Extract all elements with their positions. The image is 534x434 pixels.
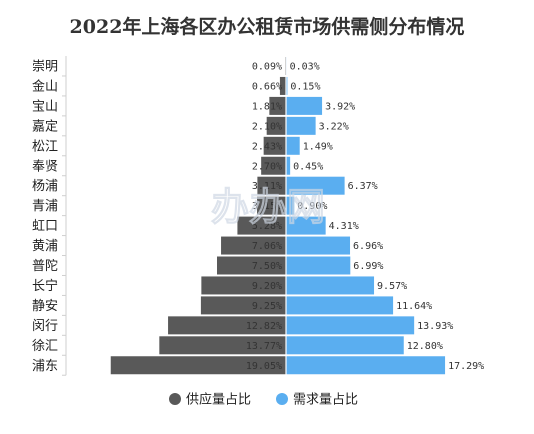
demand-bar <box>286 116 316 135</box>
supply-value-label: 9.20% <box>252 281 282 292</box>
supply-bar <box>263 136 286 155</box>
category-label: 松江 <box>32 139 58 154</box>
supply-bar <box>221 236 286 255</box>
demand-value-label: 0.03% <box>290 62 320 73</box>
category-label: 嘉定 <box>32 119 58 134</box>
demand-bar <box>286 276 375 295</box>
category-label: 静安 <box>32 299 58 314</box>
supply-bar <box>257 176 286 195</box>
supply-value-label: 2.43% <box>252 141 282 152</box>
supply-value-label: 5.28% <box>252 221 282 232</box>
demand-value-label: 0.90% <box>297 201 327 212</box>
demand-value-label: 3.92% <box>325 101 355 112</box>
demand-value-label: 6.96% <box>353 241 383 252</box>
legend: 供应量占比 需求量占比 <box>169 392 358 408</box>
demand-bar <box>286 216 326 235</box>
demand-value-label: 3.22% <box>319 121 349 132</box>
supply-bar <box>168 316 286 335</box>
demand-value-label: 11.64% <box>396 301 432 312</box>
demand-bar <box>286 136 300 155</box>
supply-bar <box>110 356 287 375</box>
demand-bar <box>286 96 323 115</box>
supply-value-label: 0.66% <box>252 81 282 92</box>
demand-bar <box>286 316 415 335</box>
supply-value-label: 12.82% <box>246 321 282 332</box>
supply-value-label: 1.81% <box>252 101 282 112</box>
supply-bar <box>269 96 286 115</box>
supply-value-label: 7.06% <box>252 241 282 252</box>
supply-value-label: 7.50% <box>252 261 282 272</box>
category-label: 普陀 <box>32 258 58 274</box>
demand-bar <box>286 156 291 175</box>
demand-value-label: 4.31% <box>329 221 359 232</box>
supply-value-label: 2.10% <box>252 121 282 132</box>
category-label: 虹口 <box>32 219 58 234</box>
supply-value-label: 3.11% <box>252 181 282 192</box>
chart-title: 2022年上海各区办公租赁市场供需侧分布情况 <box>70 15 465 38</box>
supply-bar <box>261 156 286 175</box>
demand-bar <box>286 256 351 275</box>
demand-value-label: 0.15% <box>290 81 320 92</box>
demand-value-label: 1.49% <box>303 141 333 152</box>
demand-value-label: 12.80% <box>407 341 443 352</box>
category-label: 浦东 <box>32 359 58 374</box>
category-label: 闵行 <box>32 319 58 334</box>
supply-bar <box>257 196 286 215</box>
demand-bar <box>286 176 345 195</box>
supply-value-label: 2.70% <box>252 161 282 172</box>
legend-demand-label: 需求量占比 <box>293 393 358 408</box>
legend-demand-marker <box>276 393 288 405</box>
supply-bar <box>200 296 286 315</box>
demand-value-label: 6.99% <box>353 261 383 272</box>
demand-bar <box>286 236 351 255</box>
demand-value-label: 0.45% <box>293 161 323 172</box>
demand-bar <box>286 196 295 215</box>
category-label: 青浦 <box>32 199 58 214</box>
supply-bar <box>266 116 286 135</box>
demand-value-label: 9.57% <box>377 281 407 292</box>
category-label: 崇明 <box>32 60 58 75</box>
demand-value-label: 13.93% <box>417 321 453 332</box>
legend-supply-label: 供应量占比 <box>186 392 251 408</box>
supply-value-label: 9.25% <box>252 301 282 312</box>
demand-value-label: 17.29% <box>448 361 484 372</box>
legend-supply-marker <box>169 393 181 405</box>
category-label: 奉贤 <box>32 159 58 174</box>
category-label: 宝山 <box>32 99 58 114</box>
demand-bar <box>286 296 394 315</box>
supply-bar <box>279 76 286 95</box>
category-label: 长宁 <box>32 278 58 294</box>
demand-bar <box>286 76 288 95</box>
category-label: 杨浦 <box>32 179 58 194</box>
demand-value-label: 6.37% <box>348 181 378 192</box>
supply-bar <box>237 216 286 235</box>
category-label: 金山 <box>32 78 58 94</box>
supply-value-label: 13.77% <box>246 341 282 352</box>
category-label: 黄浦 <box>32 239 58 254</box>
supply-value-label: 3.15% <box>252 201 282 212</box>
supply-value-label: 0.09% <box>252 62 282 73</box>
demand-bar <box>286 336 404 355</box>
supply-bar <box>159 336 286 355</box>
supply-bar <box>201 276 286 295</box>
category-label: 徐汇 <box>32 339 58 354</box>
demand-bar <box>286 356 446 375</box>
supply-bar <box>217 256 286 275</box>
watermark: 办办网 <box>211 185 325 229</box>
supply-value-label: 19.05% <box>246 361 282 372</box>
